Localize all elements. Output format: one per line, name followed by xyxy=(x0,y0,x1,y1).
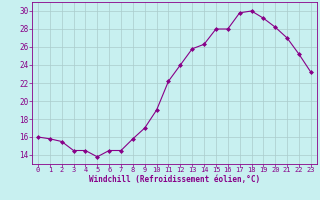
X-axis label: Windchill (Refroidissement éolien,°C): Windchill (Refroidissement éolien,°C) xyxy=(89,175,260,184)
